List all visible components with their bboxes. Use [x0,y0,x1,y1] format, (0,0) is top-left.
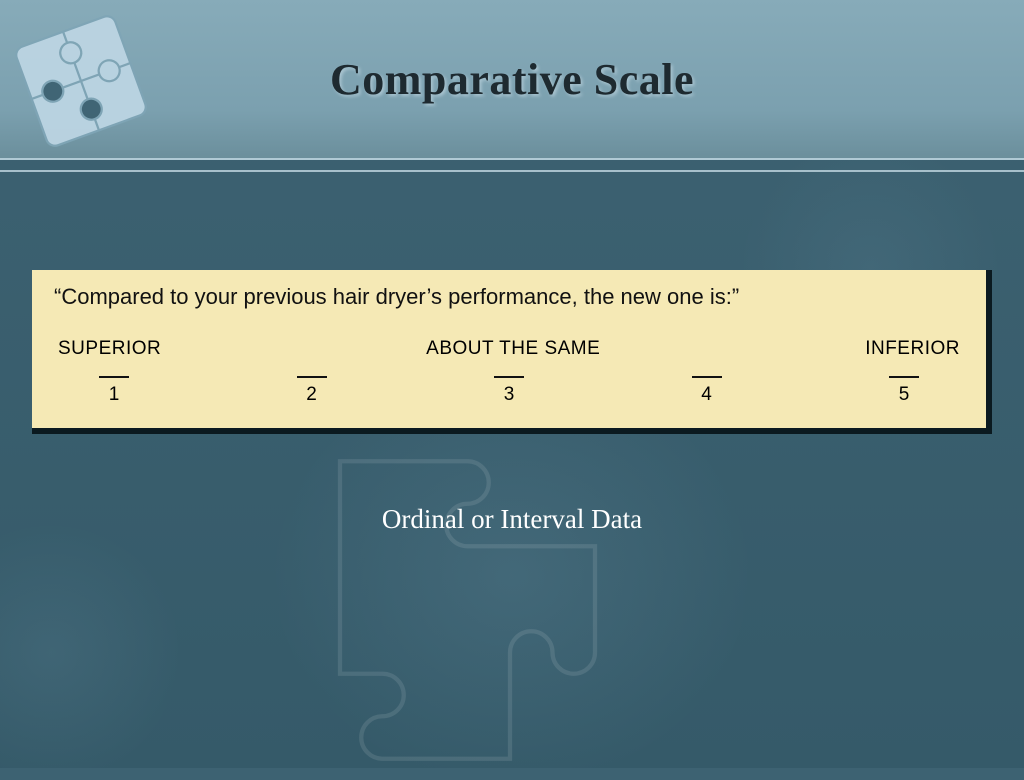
scale-card: “Compared to your previous hair dryer’s … [32,270,992,434]
scale-value: 3 [504,384,515,405]
scale-point: 5 [874,368,934,406]
response-blank [297,368,327,378]
scale-prompt: “Compared to your previous hair dryer’s … [54,284,964,310]
scale-point: 1 [84,368,144,406]
anchor-label-left: SUPERIOR [58,338,161,360]
response-blank [494,368,524,378]
response-blank [99,368,129,378]
response-blank [889,368,919,378]
scale-value: 4 [701,384,712,405]
puzzle-icon [6,6,156,156]
anchor-labels-row: SUPERIOR ABOUT THE SAME INFERIOR [54,338,964,360]
scale-point: 3 [479,368,539,406]
slide-title: Comparative Scale [330,54,694,105]
anchor-label-center: ABOUT THE SAME [426,338,600,360]
slide-caption: Ordinal or Interval Data [32,504,992,535]
scale-point: 4 [677,368,737,406]
title-band: Comparative Scale [0,0,1024,160]
scale-points-row: 1 2 3 4 5 [54,368,964,406]
scale-value: 2 [306,384,317,405]
response-blank [692,368,722,378]
scale-value: 1 [109,384,120,405]
scale-value: 5 [899,384,910,405]
content-area: “Compared to your previous hair dryer’s … [0,160,1024,535]
scale-point: 2 [282,368,342,406]
anchor-label-right: INFERIOR [865,338,960,360]
